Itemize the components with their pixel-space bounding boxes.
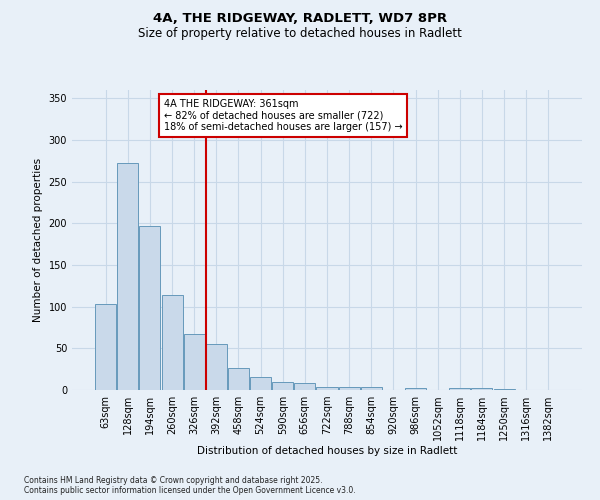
Bar xyxy=(272,382,293,390)
Bar xyxy=(338,386,359,390)
Bar xyxy=(206,344,227,390)
Bar xyxy=(228,368,249,390)
Bar xyxy=(361,386,382,390)
Text: 4A, THE RIDGEWAY, RADLETT, WD7 8PR: 4A, THE RIDGEWAY, RADLETT, WD7 8PR xyxy=(153,12,447,26)
Text: Contains HM Land Registry data © Crown copyright and database right 2025.
Contai: Contains HM Land Registry data © Crown c… xyxy=(24,476,356,495)
Bar xyxy=(295,384,316,390)
Text: Size of property relative to detached houses in Radlett: Size of property relative to detached ho… xyxy=(138,28,462,40)
Bar xyxy=(184,334,205,390)
Bar xyxy=(316,386,338,390)
Y-axis label: Number of detached properties: Number of detached properties xyxy=(33,158,43,322)
Bar xyxy=(449,388,470,390)
Bar xyxy=(250,376,271,390)
Bar xyxy=(494,389,515,390)
Bar xyxy=(472,388,493,390)
Bar xyxy=(139,226,160,390)
Bar xyxy=(405,388,426,390)
Bar xyxy=(161,295,182,390)
Text: 4A THE RIDGEWAY: 361sqm
← 82% of detached houses are smaller (722)
18% of semi-d: 4A THE RIDGEWAY: 361sqm ← 82% of detache… xyxy=(164,99,403,132)
X-axis label: Distribution of detached houses by size in Radlett: Distribution of detached houses by size … xyxy=(197,446,457,456)
Bar xyxy=(118,164,139,390)
Bar xyxy=(95,304,116,390)
